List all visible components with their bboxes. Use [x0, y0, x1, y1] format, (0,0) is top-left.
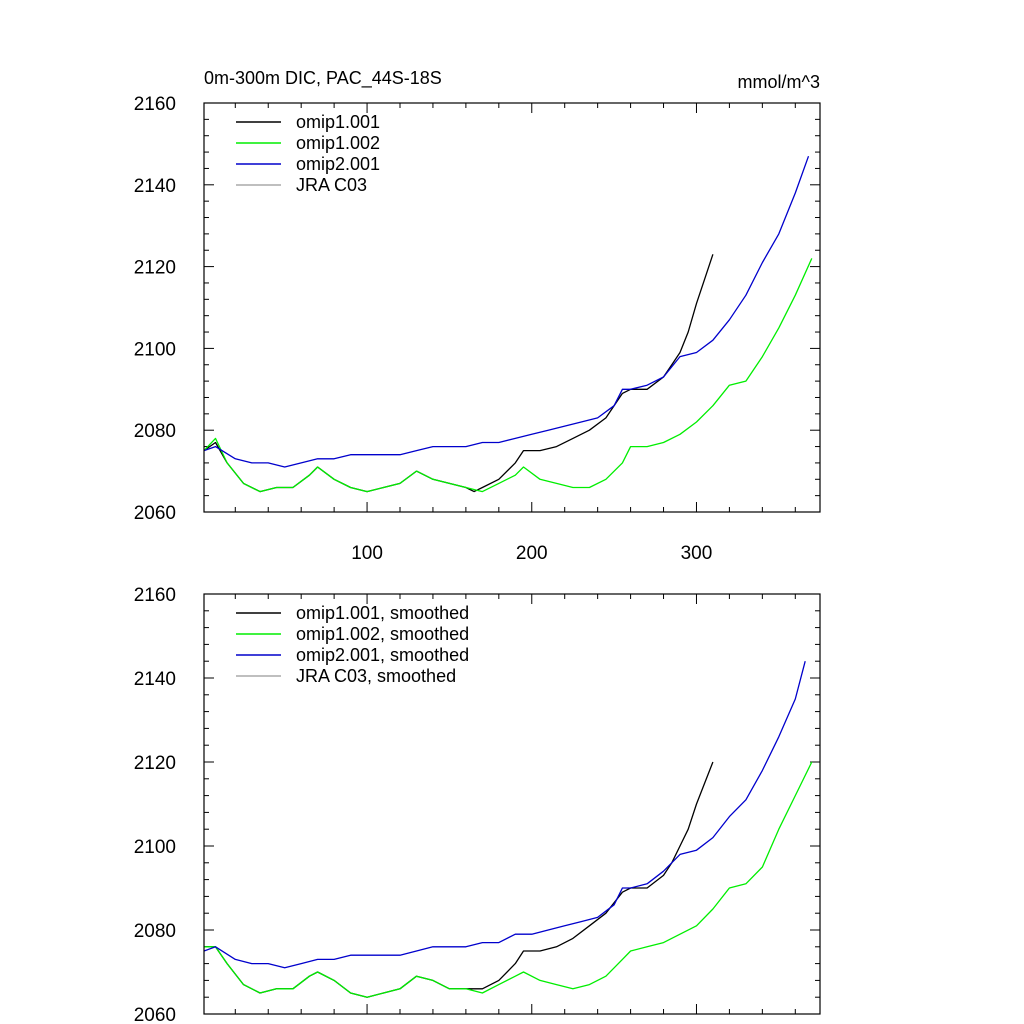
- x-tick-label: 200: [516, 543, 548, 564]
- bottom-series-line-2: [203, 661, 806, 969]
- top-legend-label-3: JRA C03: [296, 175, 367, 195]
- top-panel-title: 0m-300m DIC, PAC_44S-18S: [204, 68, 442, 89]
- top-panel-series: [203, 155, 813, 493]
- bottom-series-line-0: [204, 761, 714, 998]
- y-tick-label: 2160: [134, 94, 176, 115]
- bottom-legend-label-1: omip1.002, smoothed: [296, 624, 469, 644]
- y-tick-label: 2100: [134, 837, 176, 858]
- top-legend-label-2: omip2.001: [296, 154, 380, 174]
- bottom-panel-series: [203, 661, 813, 998]
- y-tick-label: 2140: [134, 669, 176, 690]
- y-tick-label: 2100: [134, 339, 176, 360]
- y-tick-label: 2060: [134, 1005, 176, 1024]
- y-tick-label: 2160: [134, 585, 176, 606]
- bottom-panel: 2060 2080 2100 2120 2140 2160 omip1.001, smoo…: [134, 585, 821, 1024]
- y-tick-label: 2120: [134, 258, 176, 279]
- y-tick-label: 2080: [134, 421, 176, 442]
- top-legend-label-0: omip1.001: [296, 112, 380, 132]
- top-panel-ticks: [204, 102, 820, 513]
- x-tick-label: 100: [351, 543, 383, 564]
- top-legend-label-1: omip1.002: [296, 133, 380, 153]
- y-tick-label: 2080: [134, 921, 176, 942]
- top-series-line-1: [203, 258, 813, 493]
- bottom-legend-label-3: JRA C03, smoothed: [296, 666, 456, 686]
- bottom-legend-label-0: omip1.001, smoothed: [296, 603, 469, 623]
- top-panel-y-tick-labels: 2060 2080 2100 2120 2140 2160: [134, 94, 176, 524]
- top-panel-units: mmol/m^3: [738, 72, 820, 92]
- bottom-panel-y-tick-labels: 2060 2080 2100 2120 2140 2160: [134, 585, 176, 1024]
- y-tick-label: 2120: [134, 753, 176, 774]
- top-panel: 0m-300m DIC, PAC_44S-18S mmol/m^3 206020…: [134, 68, 821, 564]
- top-panel-frame: [203, 102, 821, 513]
- y-tick-label: 2060: [134, 503, 176, 524]
- y-tick-label: 2140: [134, 176, 176, 197]
- top-series-line-0: [203, 254, 714, 493]
- bottom-series-line-1: [204, 761, 813, 998]
- top-series-line-2: [203, 155, 810, 468]
- bottom-panel-frame: [203, 593, 821, 1015]
- top-panel-x-tick-labels: 100 200 300: [351, 543, 712, 564]
- bottom-legend-label-2: omip2.001, smoothed: [296, 645, 469, 665]
- x-tick-label: 300: [681, 543, 713, 564]
